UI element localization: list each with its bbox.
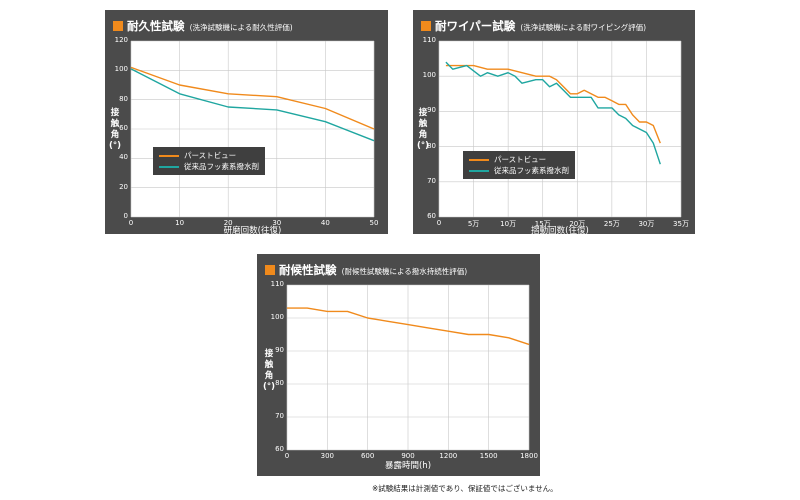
y-tick-label: 60 — [119, 124, 128, 132]
x-tick-label: 10万 — [500, 220, 517, 228]
legend-item: パーストビュー — [469, 154, 569, 165]
x-tick-label: 15万 — [534, 220, 551, 228]
x-tick-label: 20 — [223, 219, 233, 227]
legend-label: 従来品フッ素系撥水剤 — [184, 162, 259, 171]
x-tick-label: 10 — [175, 219, 185, 227]
plot-area — [438, 40, 682, 218]
x-axis-label: 摺動回数(往復) — [531, 226, 589, 236]
legend: パーストビュー 従来品フッ素系撥水剤 — [153, 147, 265, 175]
legend-label: パーストビュー — [184, 151, 237, 160]
y-tick-label: 90 — [275, 346, 284, 354]
series-line-1 — [445, 64, 661, 144]
x-tick-label: 1800 — [520, 452, 538, 460]
y-tick-label: 70 — [427, 176, 436, 185]
series-line-2 — [130, 68, 375, 142]
chart-subtitle: (耐候性試験機による撥水持続性評価) — [341, 267, 468, 276]
x-tick-label: 30万 — [638, 220, 655, 228]
series-line-1 — [287, 307, 530, 346]
y-tick-label: 80 — [119, 94, 128, 103]
title-square-icon — [421, 21, 431, 31]
chart-panel-durability: 耐久性試験 (洗浄試験機による耐久性評価) 接触角(°) 研磨回数(往復) パー… — [105, 10, 388, 236]
chart-subtitle: (洗浄試験機による耐久性評価) — [189, 23, 293, 32]
x-tick-label: 300 — [320, 452, 335, 460]
y-tick-label: 120 — [114, 36, 128, 44]
legend: パーストビュー 従来品フッ素系撥水剤 — [463, 151, 575, 179]
chart-title: 耐久性試験 — [127, 19, 185, 33]
legend-item: 従来品フッ素系撥水剤 — [469, 165, 569, 176]
y-tick-label: 0 — [123, 212, 128, 220]
chart-svg — [130, 40, 375, 218]
legend-swatch — [159, 165, 179, 168]
y-tick-label: 110 — [270, 280, 284, 288]
plot-area — [286, 284, 530, 451]
x-tick-label: 1500 — [479, 452, 498, 460]
legend-item: 従来品フッ素系撥水剤 — [159, 161, 259, 172]
title-square-icon — [265, 265, 275, 275]
plot-area — [130, 40, 375, 218]
x-tick-label: 30 — [272, 219, 282, 227]
chart-svg — [286, 284, 530, 451]
legend-swatch — [159, 154, 179, 157]
y-tick-label: 110 — [422, 36, 436, 44]
title-square-icon — [113, 21, 123, 31]
y-axis-label: 接触角(°) — [263, 349, 276, 392]
chart-panel-wiper: 耐ワイパー試験 (洗浄試験機による耐ワイピング評価) 接触角(°) 摺動回数(往… — [413, 10, 695, 236]
x-tick-label: 50 — [369, 219, 379, 227]
series-line-1 — [130, 66, 375, 130]
y-tick-label: 80 — [275, 379, 284, 387]
y-axis-label: 接触角(°) — [109, 108, 122, 151]
y-tick-label: 90 — [427, 106, 436, 115]
chart-panel-weather: 耐候性試験 (耐候性試験機による撥水持続性評価) 接触角(°) 暴露時間(h) … — [257, 254, 540, 476]
y-axis-label: 接触角(°) — [417, 108, 430, 151]
x-tick-label: 600 — [360, 452, 375, 460]
chart-subtitle: (洗浄試験機による耐ワイピング評価) — [520, 23, 647, 32]
chart-title: 耐候性試験 — [279, 263, 337, 277]
y-tick-label: 100 — [270, 313, 284, 321]
legend-label: 従来品フッ素系撥水剤 — [494, 166, 569, 175]
x-tick-label: 20万 — [569, 220, 586, 228]
x-tick-label: 0 — [284, 452, 290, 460]
chart-title: 耐ワイパー試験 — [435, 19, 516, 33]
y-tick-label: 80 — [427, 141, 436, 150]
x-tick-label: 25万 — [603, 220, 620, 228]
legend-swatch — [469, 169, 489, 172]
y-tick-label: 100 — [114, 65, 128, 74]
legend-swatch — [469, 158, 489, 161]
x-tick-label: 5万 — [467, 220, 480, 228]
legend-label: パーストビュー — [494, 155, 547, 164]
x-tick-label: 0 — [128, 219, 134, 227]
x-axis-label: 研磨回数(往復) — [223, 226, 282, 236]
footnote: ※試験結果は計測値であり、保証値ではございません。 — [372, 484, 558, 493]
x-axis-label: 暴露時間(h) — [384, 461, 432, 471]
x-tick-label: 40 — [320, 219, 330, 227]
y-tick-label: 70 — [275, 412, 284, 420]
x-tick-label: 1200 — [439, 452, 458, 460]
y-tick-label: 100 — [422, 71, 436, 80]
x-tick-label: 900 — [401, 452, 415, 460]
y-tick-label: 40 — [119, 153, 128, 162]
x-tick-label: 0 — [436, 219, 442, 227]
x-tick-label: 35万 — [673, 220, 689, 228]
y-tick-label: 60 — [275, 445, 284, 453]
legend-item: パーストビュー — [159, 150, 259, 161]
chart-svg — [438, 40, 682, 218]
y-tick-label: 20 — [119, 182, 128, 191]
series-line-2 — [445, 61, 661, 165]
y-tick-label: 60 — [427, 212, 436, 220]
